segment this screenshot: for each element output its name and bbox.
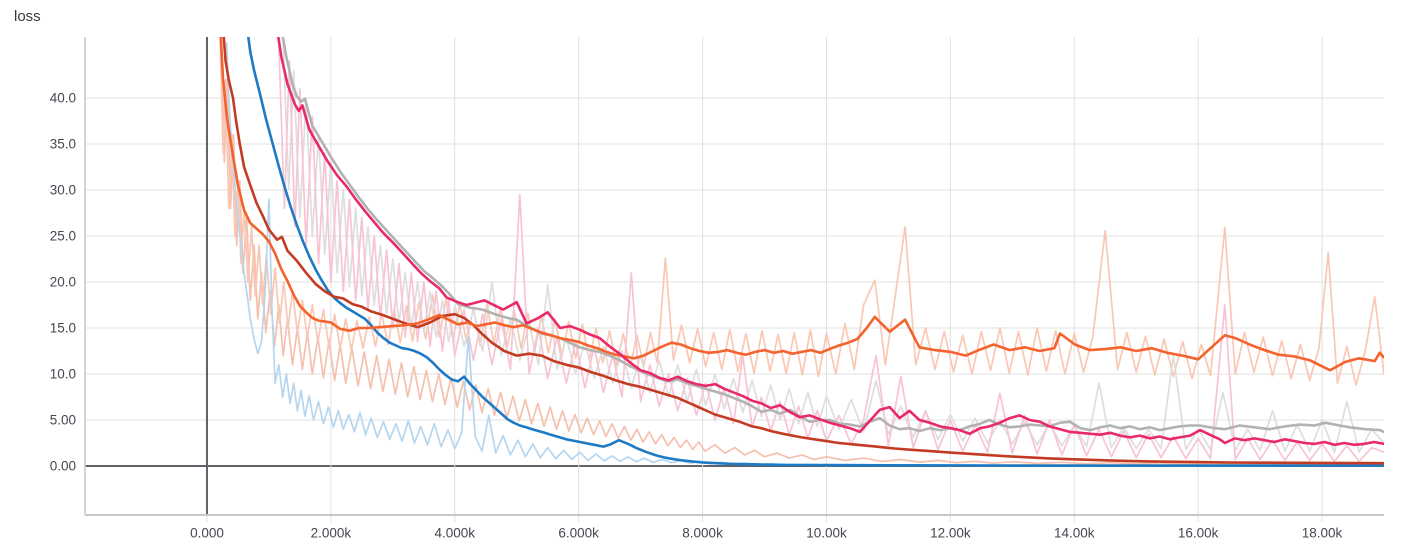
x-tick-label: 12.00k	[930, 526, 971, 541]
y-tick-label: 35.0	[50, 136, 76, 151]
y-tick-label: 5.00	[50, 412, 76, 427]
y-tick-label: 15.0	[50, 320, 76, 335]
y-tick-label: 10.0	[50, 366, 76, 381]
grid-lines	[85, 37, 1384, 522]
y-tick-label: 30.0	[50, 182, 76, 197]
x-tick-label: 16.00k	[1178, 526, 1219, 541]
run-gray-smoothed[interactable]	[281, 24, 1384, 434]
x-tick-label: 18.00k	[1302, 526, 1343, 541]
chart-title: loss	[14, 8, 41, 25]
x-tick-label: 10.00k	[806, 526, 847, 541]
run-orange-smoothed[interactable]	[219, 24, 1384, 372]
axis-labels: 0.00 5.00 10.0 15.0 20.0 25.0 30.0 35.0 40.0 0.00…	[50, 90, 1343, 540]
x-tick-label: 0.000	[190, 526, 224, 541]
y-tick-label: 0.00	[50, 458, 76, 473]
x-tick-label: 8.000k	[682, 526, 723, 541]
run-orange-raw[interactable]	[219, 41, 1384, 386]
run-gray-raw[interactable]	[282, 41, 1384, 454]
x-tick-label: 6.000k	[558, 526, 599, 541]
y-tick-label: 40.0	[50, 90, 76, 105]
run-pink-raw[interactable]	[277, 41, 1384, 463]
run-red-smoothed[interactable]	[222, 24, 1384, 465]
y-tick-label: 25.0	[50, 228, 76, 243]
y-tick-label: 20.0	[50, 274, 76, 289]
run-red-raw[interactable]	[220, 41, 1385, 466]
x-tick-label: 4.000k	[434, 526, 475, 541]
x-tick-label: 2.000k	[311, 526, 352, 541]
series-lines	[219, 24, 1385, 467]
run-magenta-smoothed[interactable]	[276, 24, 1384, 447]
run-blue-smoothed[interactable]	[246, 24, 1384, 467]
x-tick-label: 14.00k	[1054, 526, 1095, 541]
partial-next-row	[66, 546, 136, 552]
